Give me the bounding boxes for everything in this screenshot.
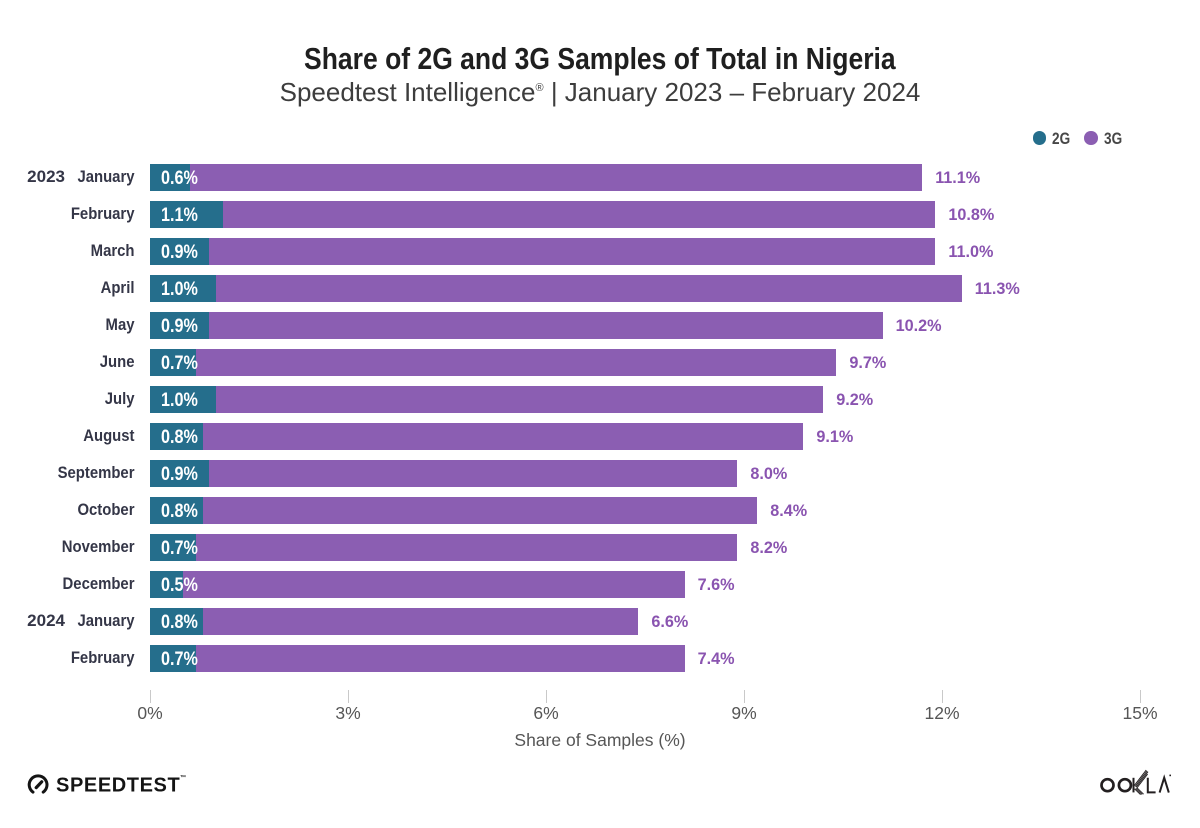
svg-text:SPEEDTEST: SPEEDTEST [56, 774, 180, 796]
svg-text:™: ™ [180, 775, 186, 782]
